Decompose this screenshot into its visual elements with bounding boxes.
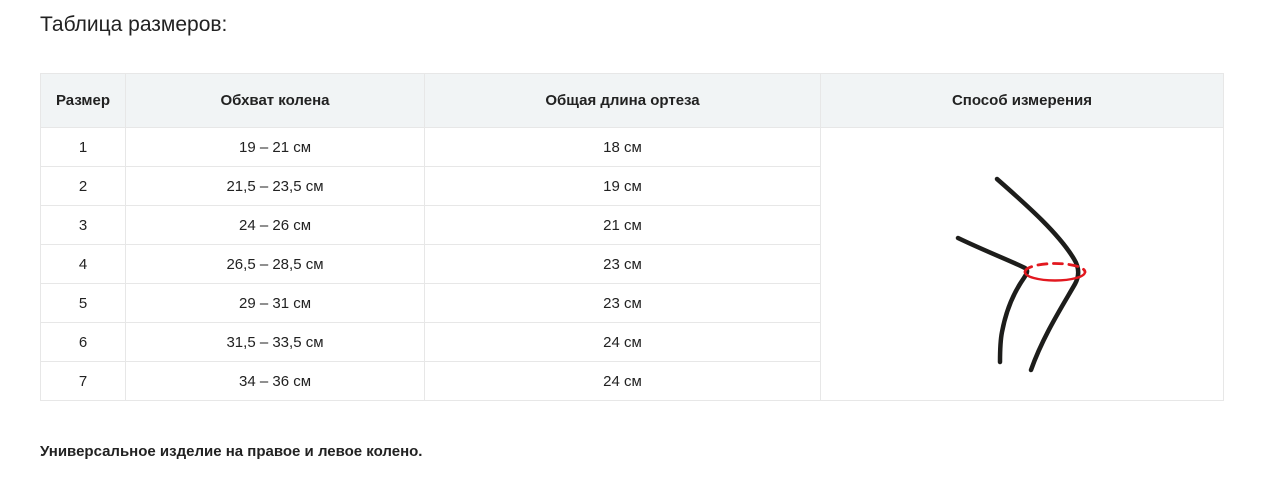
knee-girth-cell: 24 – 26 см <box>125 205 425 245</box>
measurement-ellipse-dashed <box>1023 261 1087 273</box>
knee-girth-cell: 29 – 31 см <box>125 283 425 323</box>
size-cell: 3 <box>40 205 126 245</box>
knee-outline-front <box>994 176 1081 372</box>
size-table-header: Размер Обхват колена Общая длина ортеза … <box>40 73 1224 128</box>
total-length-cell: 19 см <box>424 166 821 206</box>
total-length-cell: 23 см <box>424 244 821 284</box>
table-row: 7 34 – 36 см 24 см <box>40 361 1224 401</box>
size-cell: 1 <box>40 127 126 167</box>
knee-girth-cell: 34 – 36 см <box>125 361 425 401</box>
page-title: Таблица размеров: <box>40 13 228 36</box>
col-header-size: Размер <box>40 73 126 128</box>
size-cell: 6 <box>40 322 126 362</box>
size-table-section: Таблица размеров: Размер Обхват колена О… <box>40 13 1224 460</box>
knee-girth-cell: 21,5 – 23,5 см <box>125 166 425 206</box>
total-length-cell: 23 см <box>424 283 821 323</box>
knee-girth-cell: 19 – 21 см <box>125 127 425 167</box>
knee-girth-cell: 31,5 – 33,5 см <box>125 322 425 362</box>
size-cell: 4 <box>40 244 126 284</box>
size-cell: 2 <box>40 166 126 206</box>
table-row: 1 19 – 21 см 18 см <box>40 127 1224 401</box>
measurement-ellipse-solid <box>1023 270 1087 282</box>
knee-girth-cell: 26,5 – 28,5 см <box>125 244 425 284</box>
size-table-body: 1 19 – 21 см 18 см <box>40 127 1224 401</box>
total-length-cell: 21 см <box>424 205 821 245</box>
size-cell: 7 <box>40 361 126 401</box>
size-cell: 5 <box>40 283 126 323</box>
footnote: Универсальное изделие на правое и левое … <box>40 443 423 460</box>
measurement-method-cell <box>820 127 1224 401</box>
total-length-cell: 18 см <box>424 127 821 167</box>
table-row: 5 29 – 31 см 23 см <box>40 283 1224 323</box>
total-length-cell: 24 см <box>424 322 821 362</box>
header-row: Размер Обхват колена Общая длина ортеза … <box>40 73 1224 128</box>
table-row: 4 26,5 – 28,5 см 23 см <box>40 244 1224 284</box>
total-length-cell: 24 см <box>424 361 821 401</box>
table-row: 6 31,5 – 33,5 см 24 см <box>40 322 1224 362</box>
col-header-measurement-method: Способ измерения <box>820 73 1224 128</box>
knee-outline-back <box>955 235 1030 364</box>
table-row: 2 21,5 – 23,5 см 19 см <box>40 166 1224 206</box>
col-header-knee-girth: Обхват колена <box>125 73 425 128</box>
knee-measurement-illustration <box>955 176 1087 372</box>
col-header-total-length: Общая длина ортеза <box>424 73 821 128</box>
size-table: Размер Обхват колена Общая длина ортеза … <box>40 73 1224 401</box>
